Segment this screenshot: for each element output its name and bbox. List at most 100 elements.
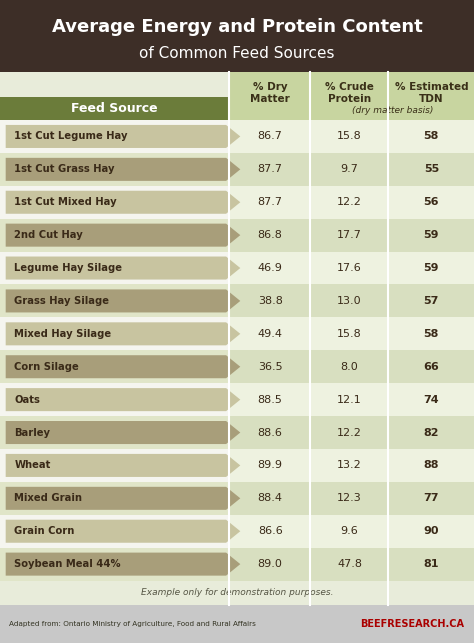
Polygon shape — [6, 487, 240, 510]
Bar — [230, 383, 474, 416]
Polygon shape — [6, 421, 240, 444]
Text: 13.0: 13.0 — [337, 296, 362, 306]
Bar — [0, 72, 474, 605]
Text: 57: 57 — [424, 296, 439, 306]
Polygon shape — [6, 224, 240, 247]
Polygon shape — [6, 191, 240, 213]
Text: 15.8: 15.8 — [337, 131, 362, 141]
Text: 89.0: 89.0 — [258, 559, 283, 569]
Text: BEEFRESEARCH.CA: BEEFRESEARCH.CA — [361, 619, 465, 629]
Bar — [230, 482, 474, 515]
Text: 36.5: 36.5 — [258, 362, 283, 372]
Text: 38.8: 38.8 — [258, 296, 283, 306]
Text: Example only for demonstration purposes.: Example only for demonstration purposes. — [141, 588, 333, 597]
Bar — [0, 0, 474, 72]
Bar — [0, 350, 230, 383]
Text: Soybean Meal 44%: Soybean Meal 44% — [14, 559, 121, 569]
Text: 74: 74 — [424, 395, 439, 404]
Bar — [389, 72, 474, 120]
Bar — [230, 350, 474, 383]
Bar — [230, 318, 474, 350]
Bar — [0, 581, 474, 605]
Text: Grain Corn: Grain Corn — [14, 526, 74, 536]
Text: 58: 58 — [424, 131, 439, 141]
Bar — [0, 515, 230, 548]
Bar — [230, 515, 474, 548]
Polygon shape — [6, 388, 240, 411]
Text: 12.2: 12.2 — [337, 428, 362, 437]
Text: 77: 77 — [424, 493, 439, 503]
Text: of Common Feed Sources: of Common Feed Sources — [139, 46, 335, 62]
Text: 9.7: 9.7 — [341, 165, 358, 174]
Text: Oats: Oats — [14, 395, 40, 404]
Text: 56: 56 — [424, 197, 439, 207]
Polygon shape — [6, 257, 240, 280]
Text: Adapted from: Ontario Ministry of Agriculture, Food and Rural Affairs: Adapted from: Ontario Ministry of Agricu… — [9, 621, 256, 627]
Bar — [0, 383, 230, 416]
Text: Wheat: Wheat — [14, 460, 51, 471]
Polygon shape — [6, 289, 240, 312]
Text: 1st Cut Mixed Hay: 1st Cut Mixed Hay — [14, 197, 117, 207]
Bar — [0, 605, 474, 643]
Bar — [230, 548, 474, 581]
Text: 88.5: 88.5 — [258, 395, 283, 404]
Bar — [0, 449, 230, 482]
Text: 89.9: 89.9 — [258, 460, 283, 471]
Polygon shape — [6, 552, 240, 575]
Text: 87.7: 87.7 — [258, 197, 283, 207]
Bar — [0, 548, 230, 581]
Polygon shape — [6, 520, 240, 543]
Text: 12.2: 12.2 — [337, 197, 362, 207]
Bar — [0, 153, 230, 186]
Text: 66: 66 — [423, 362, 439, 372]
Text: 88.6: 88.6 — [258, 428, 283, 437]
Text: Barley: Barley — [14, 428, 50, 437]
Text: % Crude
Protein: % Crude Protein — [325, 82, 374, 104]
Text: 59: 59 — [424, 263, 439, 273]
Text: 13.2: 13.2 — [337, 460, 362, 471]
Text: 90: 90 — [424, 526, 439, 536]
Text: Corn Silage: Corn Silage — [14, 362, 79, 372]
Bar — [230, 219, 474, 251]
Text: 12.1: 12.1 — [337, 395, 362, 404]
Text: 1st Cut Legume Hay: 1st Cut Legume Hay — [14, 131, 128, 141]
Bar — [0, 186, 230, 219]
Text: 88.4: 88.4 — [258, 493, 283, 503]
Polygon shape — [6, 454, 240, 477]
Bar — [0, 97, 228, 120]
Text: Mixed Grain: Mixed Grain — [14, 493, 82, 503]
Text: 81: 81 — [424, 559, 439, 569]
Text: 58: 58 — [424, 329, 439, 339]
Bar — [0, 318, 230, 350]
Text: 49.4: 49.4 — [258, 329, 283, 339]
Text: 87.7: 87.7 — [258, 165, 283, 174]
Bar — [0, 251, 230, 284]
Text: Average Energy and Protein Content: Average Energy and Protein Content — [52, 18, 422, 36]
Text: 8.0: 8.0 — [341, 362, 358, 372]
Bar — [230, 153, 474, 186]
Bar — [230, 449, 474, 482]
Text: 86.6: 86.6 — [258, 526, 283, 536]
Text: 86.7: 86.7 — [258, 131, 283, 141]
Bar — [230, 251, 474, 284]
Text: 9.6: 9.6 — [341, 526, 358, 536]
Bar — [230, 72, 309, 120]
Bar — [230, 120, 474, 153]
Text: Legume Hay Silage: Legume Hay Silage — [14, 263, 122, 273]
Text: 46.9: 46.9 — [258, 263, 283, 273]
Text: 82: 82 — [424, 428, 439, 437]
Text: 15.8: 15.8 — [337, 329, 362, 339]
Bar — [0, 219, 230, 251]
Bar — [230, 186, 474, 219]
Text: 1st Cut Grass Hay: 1st Cut Grass Hay — [14, 165, 115, 174]
Bar — [0, 284, 230, 318]
Polygon shape — [6, 125, 240, 148]
Text: % Dry
Matter: % Dry Matter — [250, 82, 290, 104]
Text: Grass Hay Silage: Grass Hay Silage — [14, 296, 109, 306]
Polygon shape — [6, 158, 240, 181]
Text: 12.3: 12.3 — [337, 493, 362, 503]
Text: Mixed Hay Silage: Mixed Hay Silage — [14, 329, 111, 339]
Text: 55: 55 — [424, 165, 439, 174]
Bar — [0, 120, 230, 153]
Text: 47.8: 47.8 — [337, 559, 362, 569]
